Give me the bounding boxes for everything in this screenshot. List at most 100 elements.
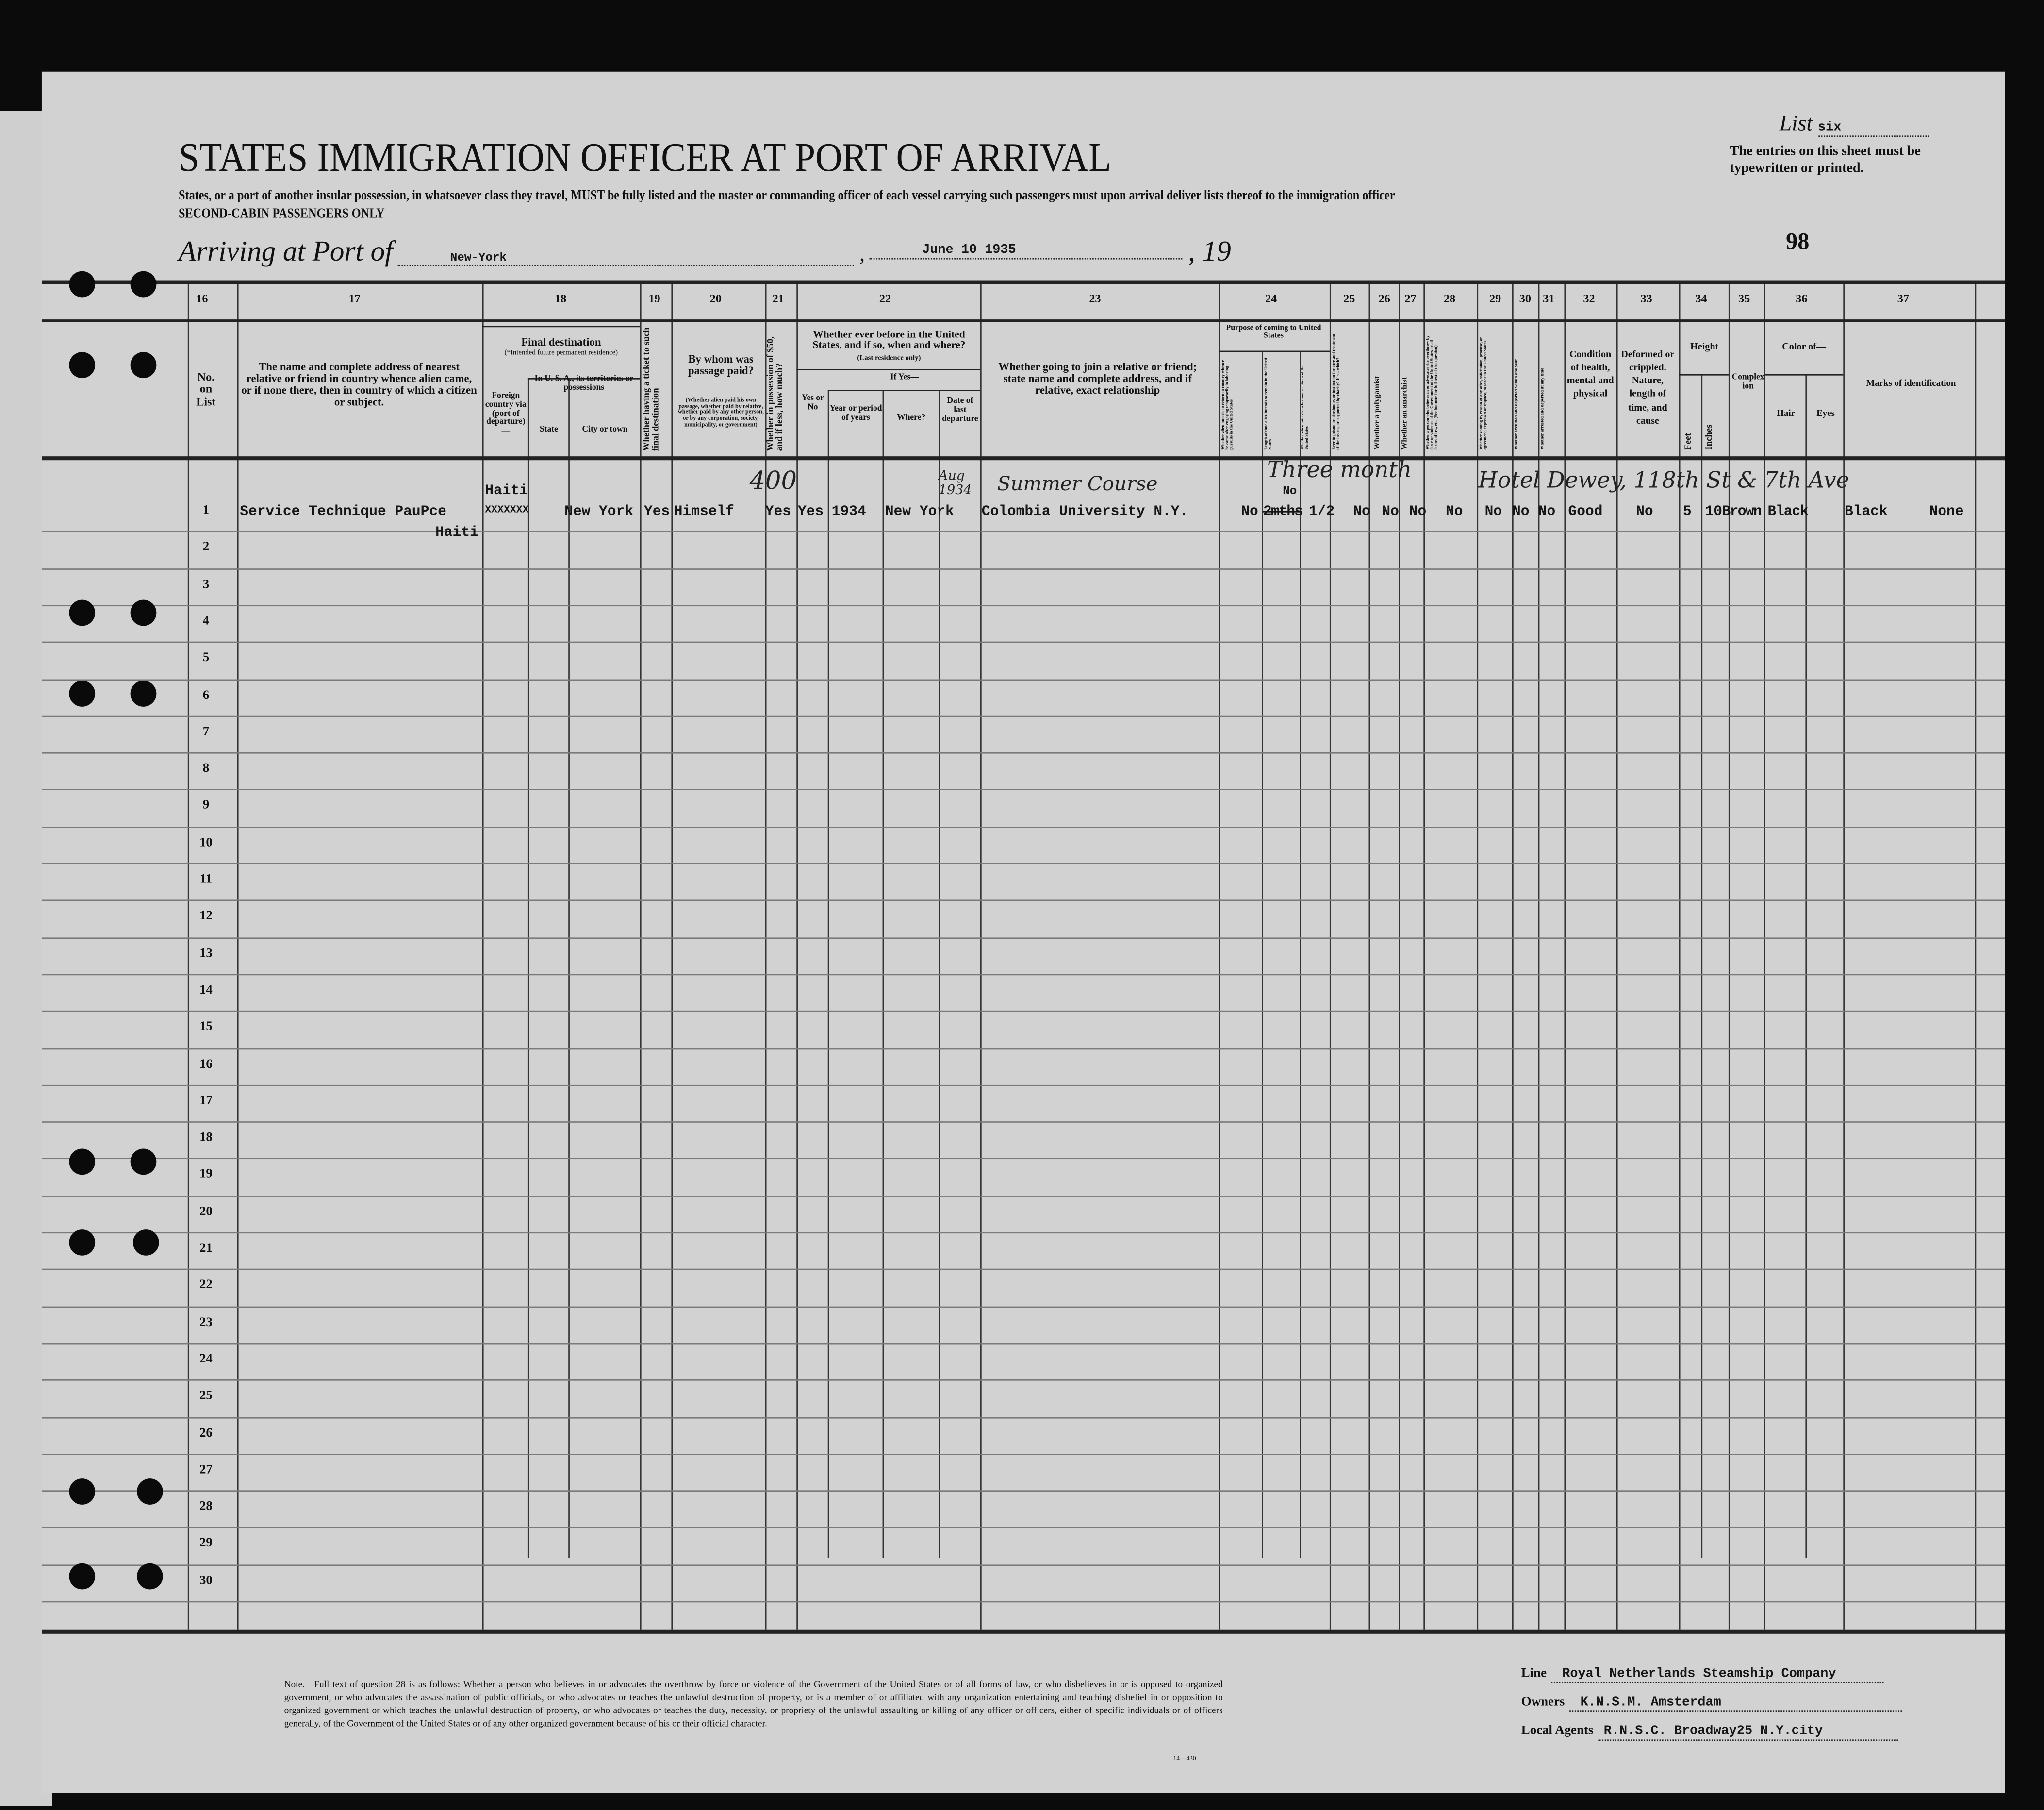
destination-city: New York bbox=[564, 504, 633, 520]
header-color: Color of— bbox=[1782, 340, 1827, 352]
punch-hole bbox=[130, 681, 157, 707]
row-divider bbox=[41, 1490, 2005, 1492]
row-divider bbox=[41, 937, 2005, 938]
deformed-value: No bbox=[1636, 504, 1653, 520]
joining-handwritten: Summer Course bbox=[997, 472, 1158, 496]
row-divider bbox=[41, 752, 2005, 754]
row-number: 19 bbox=[199, 1167, 213, 1182]
column-number: 36 bbox=[1796, 292, 1808, 305]
footnote-question-28: Note.—Full text of question 28 is as fol… bbox=[284, 1679, 1223, 1729]
column-number: 21 bbox=[772, 292, 784, 305]
question-28-value: No bbox=[1445, 504, 1463, 520]
header-yes-or-no: Yes or No bbox=[801, 394, 824, 412]
column-number: 30 bbox=[1519, 292, 1531, 305]
column-divider bbox=[1329, 284, 1331, 1630]
passage-paid-value: Himself bbox=[674, 504, 734, 520]
header-last-residence: (Last residence only) bbox=[857, 354, 921, 363]
row-number: 21 bbox=[199, 1241, 213, 1256]
row-number: 17 bbox=[199, 1094, 213, 1108]
row-number: 5 bbox=[202, 650, 210, 665]
row-number: 23 bbox=[199, 1315, 213, 1329]
line-value: Royal Netherlands Steamship Company bbox=[1551, 1668, 1884, 1683]
money-handwritten: 400 bbox=[749, 466, 797, 496]
subcolumn-divider bbox=[1805, 374, 1807, 1559]
row-number: 22 bbox=[199, 1278, 213, 1293]
column-number: 18 bbox=[554, 292, 567, 305]
row-divider bbox=[41, 531, 2005, 532]
row-divider bbox=[41, 1416, 2005, 1418]
form-number: 14—430 bbox=[1173, 1756, 1196, 1763]
column-divider bbox=[980, 284, 982, 1630]
row-divider bbox=[41, 605, 2005, 606]
agents-value: R.N.S.C. Broadway25 N.Y.city bbox=[1599, 1725, 1898, 1741]
header-height: Height bbox=[1690, 340, 1719, 352]
column-divider bbox=[671, 284, 673, 1630]
punch-hole bbox=[69, 1148, 96, 1175]
column-number: 16 bbox=[196, 292, 208, 305]
page-title: STATES IMMIGRATION OFFICER AT PORT OF AR… bbox=[179, 134, 1111, 180]
inches-value: 10 bbox=[1705, 504, 1723, 520]
relative-country: Haiti bbox=[435, 525, 478, 541]
row-divider bbox=[41, 1379, 2005, 1381]
header-inches: Inches bbox=[1705, 424, 1714, 450]
column-number: 28 bbox=[1443, 292, 1456, 305]
punch-hole bbox=[130, 271, 157, 298]
local-agents-field: Local Agents R.N.S.C. Broadway25 N.Y.cit… bbox=[1521, 1717, 1898, 1741]
header-joining-relative: Whether going to join a relative or frie… bbox=[998, 360, 1197, 397]
header-if-yes: If Yes— bbox=[890, 373, 919, 382]
row-number: 29 bbox=[199, 1536, 213, 1551]
header-intends-return: Whether alien intends to return to count… bbox=[1221, 360, 1234, 450]
column-divider bbox=[1538, 284, 1540, 1630]
header-passage-paid-sub: (Whether alien paid his own passage, whe… bbox=[678, 396, 764, 428]
list-field: List six bbox=[1780, 111, 1929, 137]
owners-value: K.N.S.M. Amsterdam bbox=[1570, 1696, 1903, 1712]
date-value: June 10 1935 bbox=[870, 244, 1183, 260]
row-divider bbox=[41, 715, 2005, 717]
header-ticket: Whether having a ticket to such final de… bbox=[643, 327, 661, 451]
row-divider bbox=[41, 1158, 2005, 1160]
header-purpose: Purpose of coming to United States bbox=[1226, 324, 1321, 341]
ticket-value: Yes bbox=[643, 504, 670, 520]
header-before-in-us: Whether ever before in the United States… bbox=[812, 328, 966, 351]
row-number: 3 bbox=[202, 577, 210, 592]
row-number: 10 bbox=[199, 835, 213, 850]
column-number: 23 bbox=[1089, 292, 1101, 305]
header-deformed: Deformed or crippled. Nature, length of … bbox=[1621, 348, 1675, 426]
column-divider bbox=[1219, 284, 1220, 1630]
header-nearest-relative: The name and complete address of nearest… bbox=[241, 360, 477, 408]
punch-hole bbox=[69, 1563, 96, 1590]
row-number: 30 bbox=[199, 1573, 213, 1588]
row-divider bbox=[41, 1011, 2005, 1012]
complexion-value: Brown bbox=[1722, 504, 1762, 520]
table-bottom-rule bbox=[41, 1629, 2005, 1634]
money-value: Yes bbox=[765, 504, 791, 520]
where-value: New York bbox=[885, 504, 954, 520]
row-divider bbox=[41, 1084, 2005, 1086]
column-number: 35 bbox=[1738, 292, 1750, 305]
foreign-country-struck: XXXXXXX bbox=[485, 504, 529, 516]
row-divider bbox=[41, 1232, 2005, 1234]
header-question-28: Whether a person who believes in or advo… bbox=[1426, 335, 1438, 450]
column-number: 26 bbox=[1378, 292, 1390, 305]
header-no-on-list: No. on List bbox=[196, 370, 216, 408]
arrival-line: Arriving at Port of New-York , June 10 1… bbox=[179, 234, 1231, 267]
header-complexion: Complexion bbox=[1731, 373, 1764, 391]
row-divider bbox=[41, 1121, 2005, 1123]
row-divider bbox=[41, 1047, 2005, 1049]
us-address-handwritten: Hotel Dewey, 118th St & 7th Ave bbox=[1478, 468, 1849, 495]
row-number: 24 bbox=[199, 1352, 213, 1366]
column-number: 37 bbox=[1897, 292, 1909, 305]
punch-hole bbox=[130, 599, 157, 626]
column-divider bbox=[796, 284, 798, 1630]
column-divider bbox=[1368, 284, 1370, 1630]
owners-field: Owners K.N.S.M. Amsterdam bbox=[1521, 1689, 1903, 1712]
header-subdivider bbox=[1679, 374, 1729, 376]
intends-return-value: No bbox=[1241, 504, 1258, 520]
row-divider bbox=[41, 789, 2005, 791]
row-number: 16 bbox=[199, 1057, 213, 1071]
header-in-usa: In U. S. A., its territories or possessi… bbox=[534, 374, 634, 393]
column-divider bbox=[1616, 284, 1618, 1630]
subcolumn-divider bbox=[1262, 352, 1263, 1559]
header-subdivider bbox=[1219, 350, 1330, 352]
